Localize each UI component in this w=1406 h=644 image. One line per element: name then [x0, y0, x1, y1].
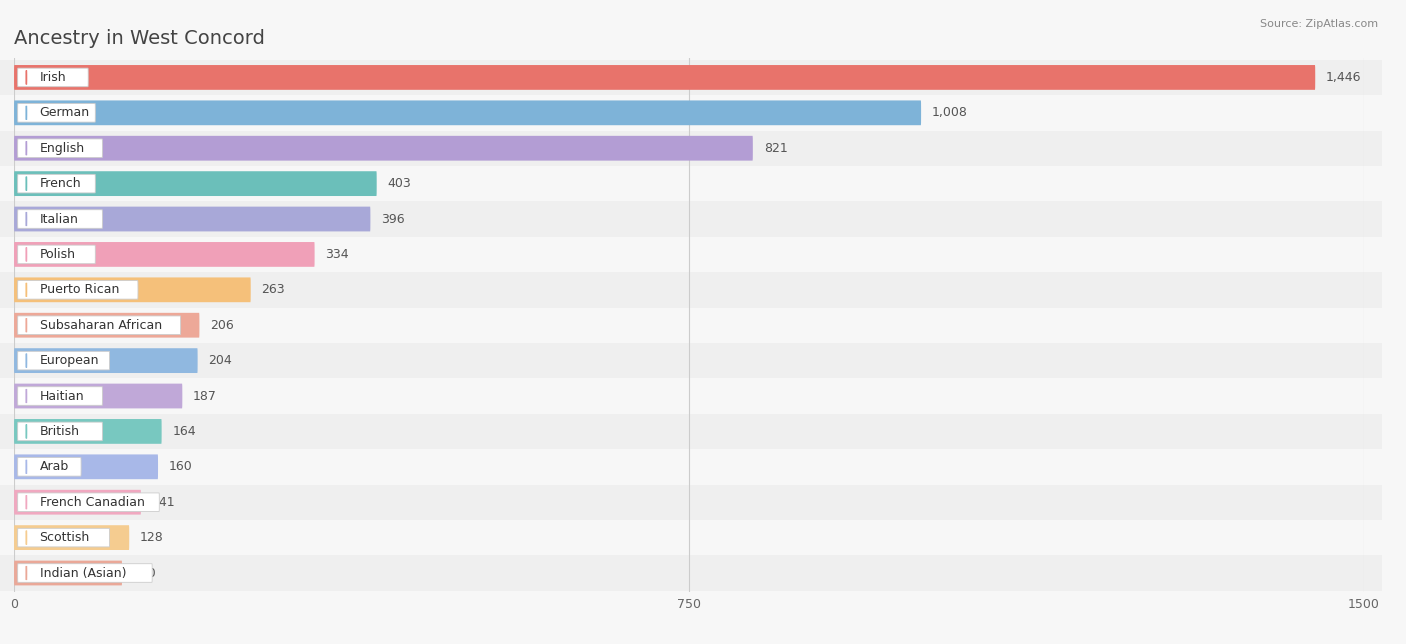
Text: 204: 204	[208, 354, 232, 367]
Text: Haitian: Haitian	[39, 390, 84, 402]
Text: French Canadian: French Canadian	[39, 496, 145, 509]
Bar	[0, 378, 1382, 413]
Text: 128: 128	[141, 531, 163, 544]
FancyBboxPatch shape	[18, 175, 96, 193]
FancyBboxPatch shape	[14, 65, 1315, 90]
Text: Italian: Italian	[39, 213, 79, 225]
Text: 164: 164	[173, 425, 195, 438]
FancyBboxPatch shape	[18, 245, 96, 263]
Bar	[0, 95, 1382, 131]
Bar	[0, 555, 1382, 591]
Text: German: German	[39, 106, 90, 119]
Bar	[0, 520, 1382, 555]
Text: Ancestry in West Concord: Ancestry in West Concord	[14, 29, 264, 48]
FancyBboxPatch shape	[14, 384, 183, 408]
FancyBboxPatch shape	[14, 171, 377, 196]
Text: 821: 821	[763, 142, 787, 155]
FancyBboxPatch shape	[18, 281, 138, 299]
Text: 187: 187	[193, 390, 217, 402]
Text: Arab: Arab	[39, 460, 69, 473]
FancyBboxPatch shape	[18, 139, 103, 158]
Text: 403: 403	[388, 177, 411, 190]
FancyBboxPatch shape	[18, 387, 103, 405]
Text: 334: 334	[325, 248, 349, 261]
FancyBboxPatch shape	[14, 490, 141, 515]
FancyBboxPatch shape	[14, 100, 921, 125]
Text: Scottish: Scottish	[39, 531, 90, 544]
Bar	[0, 308, 1382, 343]
Text: Source: ZipAtlas.com: Source: ZipAtlas.com	[1260, 19, 1378, 30]
FancyBboxPatch shape	[18, 564, 152, 582]
Text: Irish: Irish	[39, 71, 66, 84]
FancyBboxPatch shape	[14, 313, 200, 337]
Text: Puerto Rican: Puerto Rican	[39, 283, 120, 296]
Text: Indian (Asian): Indian (Asian)	[39, 567, 127, 580]
Text: 263: 263	[262, 283, 285, 296]
FancyBboxPatch shape	[14, 278, 250, 302]
FancyBboxPatch shape	[18, 493, 159, 511]
Bar	[0, 343, 1382, 378]
FancyBboxPatch shape	[14, 526, 129, 550]
Bar	[0, 131, 1382, 166]
Bar	[0, 484, 1382, 520]
FancyBboxPatch shape	[18, 210, 103, 229]
FancyBboxPatch shape	[14, 419, 162, 444]
FancyBboxPatch shape	[18, 528, 110, 547]
Text: 120: 120	[132, 567, 156, 580]
Text: Subsaharan African: Subsaharan African	[39, 319, 162, 332]
Text: 160: 160	[169, 460, 193, 473]
FancyBboxPatch shape	[18, 352, 110, 370]
FancyBboxPatch shape	[14, 455, 157, 479]
Bar	[0, 166, 1382, 202]
Text: English: English	[39, 142, 84, 155]
FancyBboxPatch shape	[18, 316, 180, 334]
Bar	[0, 272, 1382, 308]
Bar	[0, 202, 1382, 237]
FancyBboxPatch shape	[14, 561, 122, 585]
FancyBboxPatch shape	[14, 348, 198, 373]
Text: French: French	[39, 177, 82, 190]
Text: 1,008: 1,008	[932, 106, 967, 119]
Bar	[0, 413, 1382, 449]
Text: 1,446: 1,446	[1326, 71, 1361, 84]
Text: 141: 141	[152, 496, 176, 509]
FancyBboxPatch shape	[18, 422, 103, 440]
FancyBboxPatch shape	[18, 104, 96, 122]
FancyBboxPatch shape	[14, 242, 315, 267]
Text: European: European	[39, 354, 98, 367]
Bar	[0, 237, 1382, 272]
FancyBboxPatch shape	[18, 68, 89, 87]
Text: British: British	[39, 425, 80, 438]
Bar	[0, 449, 1382, 484]
Text: 396: 396	[381, 213, 405, 225]
FancyBboxPatch shape	[14, 136, 752, 160]
FancyBboxPatch shape	[14, 207, 370, 231]
FancyBboxPatch shape	[18, 457, 82, 476]
Text: Polish: Polish	[39, 248, 76, 261]
Bar	[0, 60, 1382, 95]
Text: 206: 206	[211, 319, 233, 332]
